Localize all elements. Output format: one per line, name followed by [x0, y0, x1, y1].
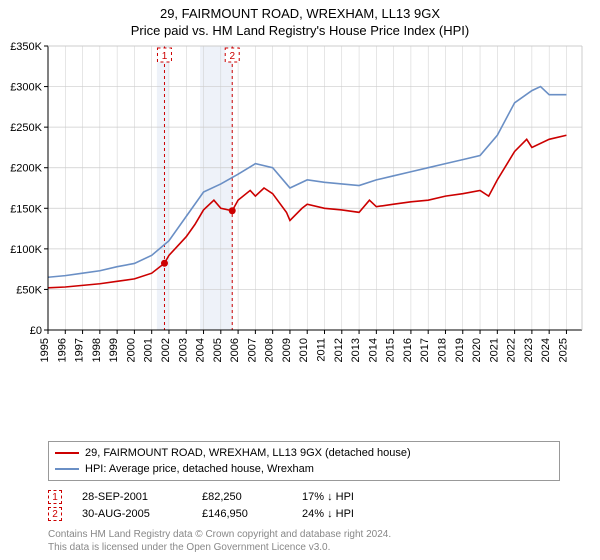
svg-text:2008: 2008: [264, 338, 276, 362]
chart-container: 29, FAIRMOUNT ROAD, WREXHAM, LL13 9GX Pr…: [0, 0, 600, 560]
svg-text:2000: 2000: [125, 338, 137, 362]
svg-text:2: 2: [229, 51, 235, 62]
legend: 29, FAIRMOUNT ROAD, WREXHAM, LL13 9GX (d…: [48, 441, 560, 481]
svg-text:2019: 2019: [454, 338, 466, 362]
footer-line: Contains HM Land Registry data © Crown c…: [48, 528, 560, 541]
svg-text:2011: 2011: [316, 338, 328, 362]
svg-text:£350K: £350K: [10, 41, 42, 53]
svg-text:2018: 2018: [436, 338, 448, 362]
footer: Contains HM Land Registry data © Crown c…: [48, 528, 560, 554]
svg-text:1996: 1996: [56, 338, 68, 362]
svg-text:2005: 2005: [212, 338, 224, 362]
marker-date: 30-AUG-2005: [82, 508, 182, 520]
svg-text:£200K: £200K: [10, 163, 42, 175]
svg-text:2016: 2016: [402, 338, 414, 362]
svg-text:2010: 2010: [298, 338, 310, 362]
marker-relative: 24% ↓ HPI: [302, 508, 354, 520]
svg-text:2007: 2007: [246, 338, 258, 362]
line-chart: £0 £50K £100K £150K £200K £250K £300K £350K 1995…: [0, 40, 600, 370]
svg-text:2013: 2013: [350, 338, 362, 362]
marker-relative: 17% ↓ HPI: [302, 491, 354, 503]
marker-row: 2 30-AUG-2005 £146,950 24% ↓ HPI: [48, 507, 560, 521]
title-main: 29, FAIRMOUNT ROAD, WREXHAM, LL13 9GX: [0, 6, 600, 21]
legend-item: HPI: Average price, detached house, Wrex…: [55, 461, 553, 477]
chart-area: £0 £50K £100K £150K £200K £250K £300K £350K 1995…: [0, 40, 600, 437]
svg-text:2021: 2021: [488, 338, 500, 362]
svg-text:2023: 2023: [523, 338, 535, 362]
svg-text:£50K: £50K: [16, 284, 42, 296]
svg-text:2009: 2009: [281, 338, 293, 362]
marker-date: 28-SEP-2001: [82, 491, 182, 503]
svg-text:2025: 2025: [557, 338, 569, 362]
svg-text:£300K: £300K: [10, 82, 42, 94]
legend-swatch: [55, 452, 79, 454]
svg-text:1998: 1998: [91, 338, 103, 362]
svg-text:2014: 2014: [367, 338, 379, 362]
legend-label: HPI: Average price, detached house, Wrex…: [85, 461, 314, 477]
svg-text:1995: 1995: [39, 338, 51, 362]
svg-text:£250K: £250K: [10, 122, 42, 134]
marker-badge: 1: [48, 490, 62, 504]
svg-text:2004: 2004: [195, 338, 207, 362]
marker-price: £146,950: [202, 508, 282, 520]
marker-badge: 2: [48, 507, 62, 521]
marker-row: 1 28-SEP-2001 £82,250 17% ↓ HPI: [48, 490, 560, 504]
svg-text:£0: £0: [30, 325, 42, 337]
title-sub: Price paid vs. HM Land Registry's House …: [0, 23, 600, 38]
svg-text:2006: 2006: [229, 338, 241, 362]
svg-text:1: 1: [162, 51, 168, 62]
svg-text:2020: 2020: [471, 338, 483, 362]
svg-text:2012: 2012: [333, 338, 345, 362]
svg-text:2015: 2015: [385, 338, 397, 362]
marker-price: £82,250: [202, 491, 282, 503]
svg-text:2003: 2003: [177, 338, 189, 362]
svg-text:2017: 2017: [419, 338, 431, 362]
svg-text:1999: 1999: [108, 338, 120, 362]
svg-text:2001: 2001: [143, 338, 155, 362]
svg-text:2022: 2022: [506, 338, 518, 362]
svg-text:£150K: £150K: [10, 203, 42, 215]
svg-text:2024: 2024: [540, 338, 552, 362]
marker-table: 1 28-SEP-2001 £82,250 17% ↓ HPI 2 30-AUG…: [48, 487, 560, 524]
chart-titles: 29, FAIRMOUNT ROAD, WREXHAM, LL13 9GX Pr…: [0, 0, 600, 40]
footer-line: This data is licensed under the Open Gov…: [48, 541, 560, 554]
svg-text:2002: 2002: [160, 338, 172, 362]
legend-item: 29, FAIRMOUNT ROAD, WREXHAM, LL13 9GX (d…: [55, 445, 553, 461]
svg-text:£100K: £100K: [10, 244, 42, 256]
svg-text:1997: 1997: [74, 338, 86, 362]
legend-label: 29, FAIRMOUNT ROAD, WREXHAM, LL13 9GX (d…: [85, 445, 411, 461]
legend-swatch: [55, 468, 79, 470]
